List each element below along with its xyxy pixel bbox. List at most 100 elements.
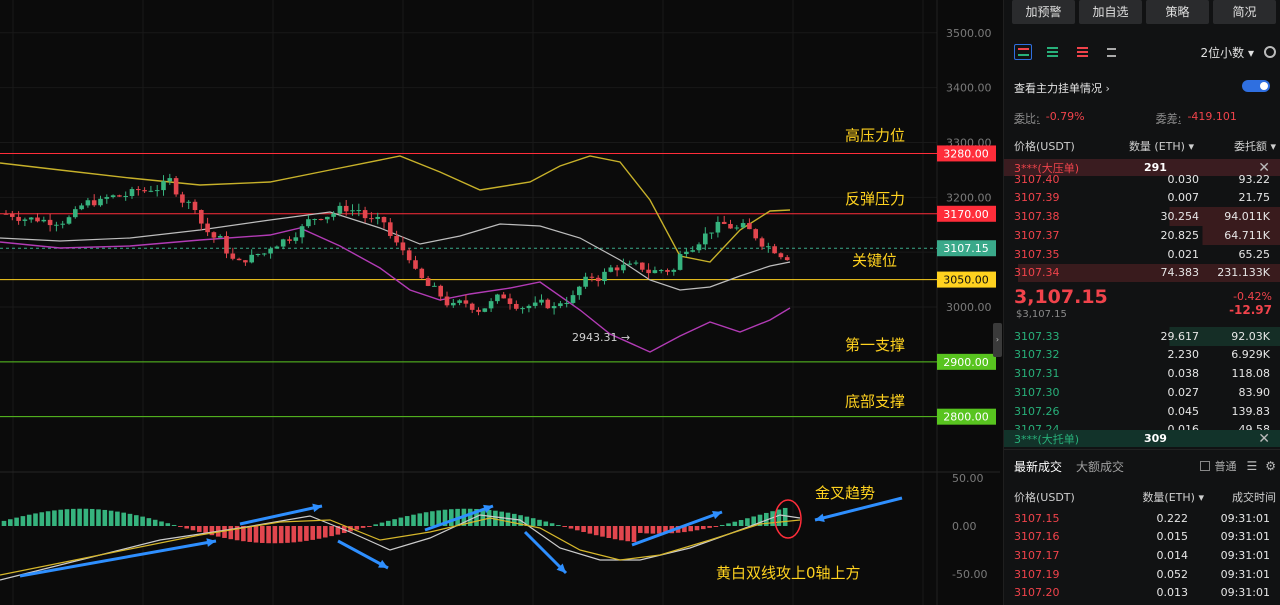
candle-body (784, 257, 790, 261)
macd-bar (360, 526, 366, 528)
main-orders-label: 查看主力挂单情况 (1014, 82, 1102, 95)
candle-body (501, 294, 506, 299)
arrow-head-icon (483, 504, 493, 514)
main-orders-row[interactable]: 查看主力挂单情况 › (1014, 80, 1276, 95)
macd-bar (33, 513, 38, 526)
level-tag-label: 3050.00 (943, 274, 989, 287)
trade-row-qty: 0.013 (1156, 586, 1189, 600)
bid-row-value: 92.03K (1231, 329, 1270, 343)
candle-body (142, 190, 147, 192)
candle-body (129, 189, 135, 196)
candle-body (766, 246, 771, 248)
bid-row[interactable]: 3107.33 29.617 92.03K (1004, 327, 1280, 346)
bid-row[interactable]: 3107.30 0.027 83.90 (1004, 383, 1280, 402)
macd-bar (83, 508, 89, 526)
candle-body (243, 260, 248, 263)
gear-icon[interactable]: ⚙ (1265, 459, 1276, 473)
big-bid-value: 309 (1144, 432, 1167, 445)
close-icon[interactable]: ✕ (1258, 430, 1270, 447)
macd-bar (600, 526, 605, 537)
ask-row[interactable]: 3107.39 0.007 21.75 (1004, 189, 1280, 208)
price-chart[interactable]: 3500.003400.003300.003200.003100.003000.… (0, 0, 1000, 605)
candle-body (583, 276, 588, 287)
candle-body (507, 298, 513, 304)
ask-row-qty: 20.825 (1160, 228, 1200, 242)
arrow-head-icon (712, 511, 722, 520)
candle-body (425, 278, 431, 286)
candle-body (331, 213, 336, 217)
chart-svg[interactable]: 3500.003400.003300.003200.003100.003000.… (0, 0, 1000, 605)
candle-body (444, 296, 450, 306)
ask-row[interactable]: 3107.38 30.254 94.011K (1004, 207, 1280, 226)
macd-bar (499, 511, 504, 526)
candle-body (772, 246, 777, 254)
gear-icon[interactable] (1264, 46, 1276, 58)
checkbox-icon[interactable] (1200, 461, 1211, 471)
trade-qty-header[interactable]: 数量(ETH) ▾ (1142, 491, 1204, 504)
candle-body (545, 299, 551, 309)
macd-bar (386, 520, 391, 526)
macd-bar (757, 514, 763, 526)
ask-row[interactable]: 3107.34 74.383 231.133K (1004, 263, 1280, 283)
ob-amount-header[interactable]: 委托额 ▾ (1233, 140, 1276, 153)
macd-bar (656, 526, 662, 534)
candle-body (79, 205, 84, 210)
candle-body (356, 210, 362, 212)
trend-arrow-line (814, 496, 903, 522)
decimals-select[interactable]: 2位小数 ▾ (1200, 45, 1254, 60)
overview-button[interactable]: 简况 (1213, 0, 1276, 24)
candle-body (28, 217, 34, 220)
macd-bar (89, 508, 95, 526)
candle-body (47, 219, 53, 226)
tab-latest-trades[interactable]: 最新成交 (1014, 459, 1063, 474)
big-ask-bar[interactable]: 3***(大压单) 291 ✕ (1004, 159, 1280, 176)
level-annotation: 反弹压力 (845, 190, 905, 208)
macd-bar (512, 513, 517, 526)
common-filter[interactable]: 普通 (1200, 458, 1236, 474)
strategy-button[interactable]: 策略 (1146, 0, 1209, 24)
big-bid-bar[interactable]: 3***(大托单) 309 ✕ (1004, 430, 1280, 447)
trade-row[interactable]: 3107.15 0.222 09:31:01 (1004, 509, 1280, 528)
popout-icon[interactable] (1104, 44, 1122, 60)
trade-row[interactable]: 3107.20 0.013 09:31:01 (1004, 583, 1280, 602)
orderbook-asks-icon[interactable] (1074, 44, 1092, 60)
candle-body (413, 260, 418, 269)
close-icon[interactable]: ✕ (1258, 159, 1270, 176)
macd-bar (71, 508, 76, 526)
bid-row[interactable]: 3107.32 2.230 6.929K (1004, 346, 1280, 365)
candle-body (388, 222, 393, 236)
candle-body (627, 263, 632, 265)
trade-row[interactable]: 3107.19 0.052 09:31:01 (1004, 565, 1280, 584)
ob-qty-header[interactable]: 数量 (ETH) ▾ (1128, 140, 1194, 153)
macd-bar (316, 526, 322, 539)
macd-bar (8, 519, 13, 526)
collapse-panel-handle[interactable]: › (993, 323, 1002, 357)
macd-bar (430, 511, 435, 526)
candle-body (532, 302, 538, 306)
bid-row-price: 3107.31 (1014, 367, 1060, 381)
add-alert-button[interactable]: 加预警 (1012, 0, 1075, 24)
ask-row-qty: 74.383 (1160, 266, 1200, 280)
orderbook-bids-icon[interactable] (1044, 44, 1062, 60)
bid-row[interactable]: 3107.26 0.045 139.83 (1004, 402, 1280, 421)
bid-row-price: 3107.33 (1014, 329, 1060, 343)
ask-row[interactable]: 3107.40 0.030 93.22 (1004, 170, 1280, 189)
tab-large-trades[interactable]: 大额成交 (1076, 459, 1125, 474)
trade-row[interactable]: 3107.17 0.014 09:31:01 (1004, 546, 1280, 565)
candle-body (123, 195, 128, 197)
ask-row[interactable]: 3107.35 0.021 65.25 (1004, 245, 1280, 264)
bid-row[interactable]: 3107.31 0.038 118.08 (1004, 364, 1280, 383)
main-orders-toggle[interactable] (1242, 80, 1270, 92)
filter-icon[interactable]: ☰ (1246, 459, 1258, 473)
low-price-marker: 2943.31 → (572, 331, 630, 344)
trade-row[interactable]: 3107.16 0.015 09:31:01 (1004, 528, 1280, 547)
macd-bar (713, 526, 719, 527)
diff-value: -419.101 (1187, 110, 1237, 123)
macd-bar (688, 526, 693, 532)
ask-row[interactable]: 3107.37 20.825 64.711K (1004, 226, 1280, 245)
y-tick-label: 3500.00 (946, 27, 992, 40)
add-watchlist-button[interactable]: 加自选 (1079, 0, 1142, 24)
orderbook-both-icon[interactable] (1014, 44, 1032, 60)
candle-body (747, 223, 752, 230)
candle-body (488, 301, 494, 309)
